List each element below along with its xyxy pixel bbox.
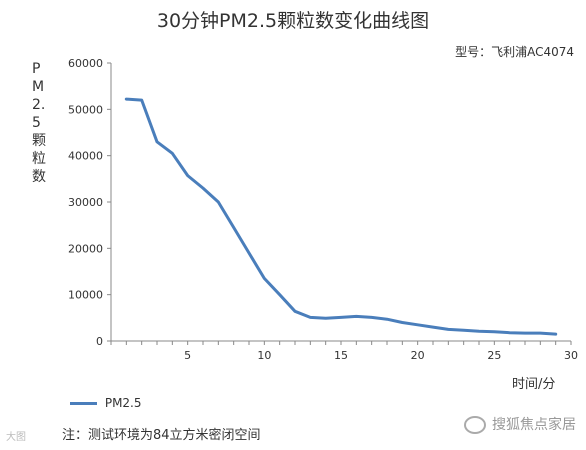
y-tick-label: 30000 <box>68 196 103 209</box>
y-tick-label: 0 <box>96 335 103 348</box>
series-line-pm25 <box>124 97 558 336</box>
x-tick-label: 20 <box>411 349 425 362</box>
legend-swatch <box>70 402 97 405</box>
wechat-icon <box>464 416 486 434</box>
test-note: 注：测试环境为84立方米密闭空间 <box>62 428 261 443</box>
x-axis-label: 时间/分 <box>512 377 556 392</box>
x-tick-label: 25 <box>487 349 501 362</box>
x-tick-label: 10 <box>257 349 271 362</box>
chart-subtitle: 型号：飞利浦AC4074 <box>455 45 574 59</box>
legend-label: PM2.5 <box>104 396 142 410</box>
x-tick-label: 5 <box>184 349 191 362</box>
x-tick-label: 15 <box>334 349 348 362</box>
watermark-right: 搜狐焦点家居 <box>464 414 576 434</box>
y-tick-label: 20000 <box>68 242 103 255</box>
watermark-left: 大图 <box>6 432 26 443</box>
y-axis-label: PM2.5颗粒数 <box>32 61 46 185</box>
y-tick-label: 40000 <box>68 150 103 163</box>
chart-legend: PM2.5 <box>70 396 142 410</box>
y-tick-label: 10000 <box>68 289 103 302</box>
chart-title: 30分钟PM2.5颗粒数变化曲线图 <box>156 10 430 32</box>
x-tick-label: 30 <box>564 349 578 362</box>
y-tick-label: 60000 <box>68 57 103 70</box>
watermark-right-label: 搜狐焦点家居 <box>492 417 576 433</box>
y-tick-label: 50000 <box>68 103 103 116</box>
